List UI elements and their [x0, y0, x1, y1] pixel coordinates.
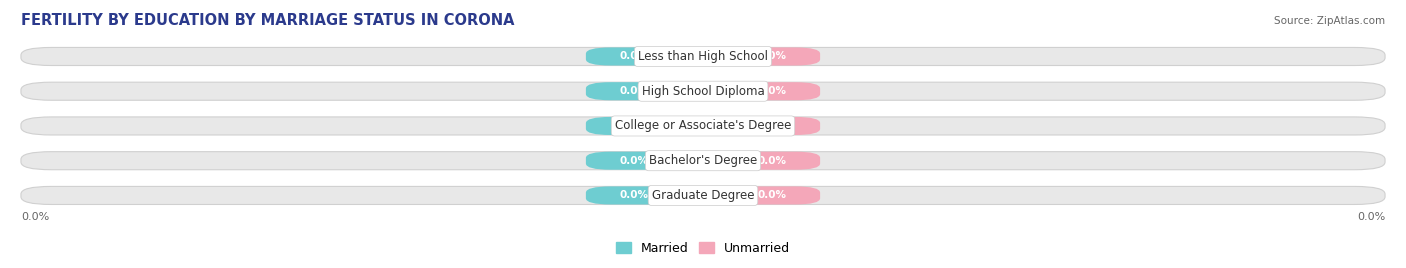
FancyBboxPatch shape: [586, 82, 682, 100]
FancyBboxPatch shape: [586, 47, 682, 65]
Text: 0.0%: 0.0%: [620, 86, 648, 96]
Text: 0.0%: 0.0%: [620, 156, 648, 166]
Text: Graduate Degree: Graduate Degree: [652, 189, 754, 202]
FancyBboxPatch shape: [724, 152, 820, 170]
FancyBboxPatch shape: [586, 152, 682, 170]
Text: 0.0%: 0.0%: [758, 156, 786, 166]
Text: 0.0%: 0.0%: [758, 191, 786, 200]
FancyBboxPatch shape: [724, 117, 820, 135]
Text: 0.0%: 0.0%: [758, 121, 786, 131]
Legend: Married, Unmarried: Married, Unmarried: [616, 242, 790, 255]
FancyBboxPatch shape: [21, 82, 1385, 100]
Text: 0.0%: 0.0%: [620, 191, 648, 200]
Text: Bachelor's Degree: Bachelor's Degree: [650, 154, 756, 167]
Text: 0.0%: 0.0%: [758, 51, 786, 61]
Text: 0.0%: 0.0%: [1357, 212, 1385, 222]
Text: Source: ZipAtlas.com: Source: ZipAtlas.com: [1274, 16, 1385, 26]
Text: High School Diploma: High School Diploma: [641, 85, 765, 98]
FancyBboxPatch shape: [586, 187, 682, 204]
FancyBboxPatch shape: [724, 187, 820, 204]
Text: College or Associate's Degree: College or Associate's Degree: [614, 120, 792, 132]
FancyBboxPatch shape: [21, 187, 1385, 204]
FancyBboxPatch shape: [724, 82, 820, 100]
Text: 0.0%: 0.0%: [758, 86, 786, 96]
Text: 0.0%: 0.0%: [21, 212, 49, 222]
Text: Less than High School: Less than High School: [638, 50, 768, 63]
Text: 0.0%: 0.0%: [620, 51, 648, 61]
Text: FERTILITY BY EDUCATION BY MARRIAGE STATUS IN CORONA: FERTILITY BY EDUCATION BY MARRIAGE STATU…: [21, 13, 515, 28]
FancyBboxPatch shape: [724, 47, 820, 65]
FancyBboxPatch shape: [586, 117, 682, 135]
FancyBboxPatch shape: [21, 47, 1385, 65]
FancyBboxPatch shape: [21, 152, 1385, 170]
FancyBboxPatch shape: [21, 117, 1385, 135]
Text: 0.0%: 0.0%: [620, 121, 648, 131]
